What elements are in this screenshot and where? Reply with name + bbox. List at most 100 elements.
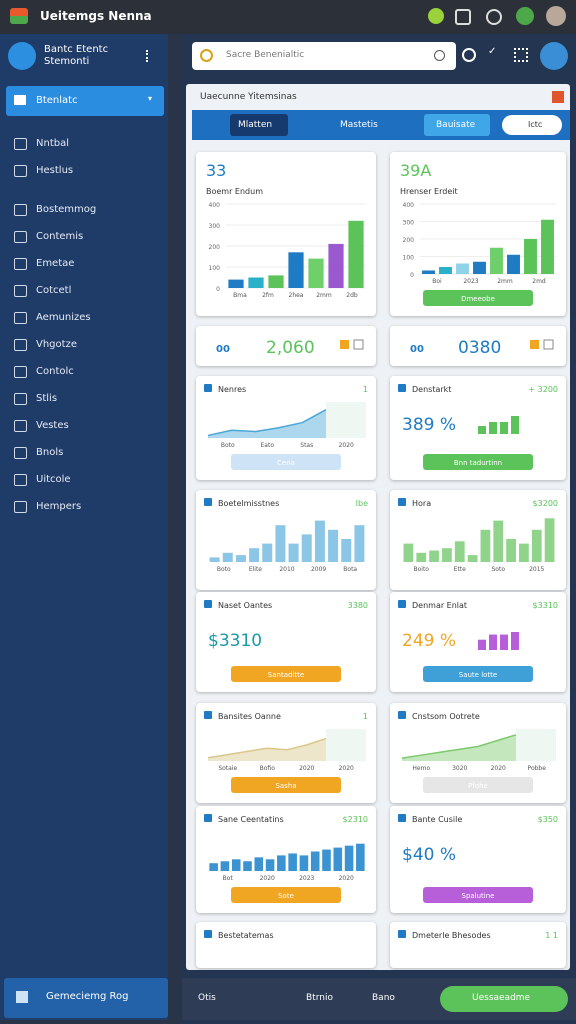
area	[208, 409, 326, 438]
bar	[490, 247, 503, 274]
x-tick-label: 2023	[299, 875, 314, 882]
line	[207, 409, 327, 437]
card: 39A Hrenser Erdeit Dmeeobe 0 100 200 300 400 Boi…	[390, 152, 566, 316]
tool-icon[interactable]	[455, 9, 471, 25]
card: Dmeterle Bhesodes 1 1	[390, 922, 566, 968]
info-icon[interactable]	[486, 9, 502, 25]
avatar[interactable]	[546, 6, 566, 26]
card-button[interactable]	[423, 290, 533, 306]
stat-value: 2,060	[266, 338, 315, 358]
card: Cnstsom Ootrete Pfohe Hemo 3020 2020 Pobbe	[390, 703, 566, 803]
menu-item[interactable]: Vestes	[36, 420, 69, 431]
card: Naset Oantes 3380 Santaditte $3310	[196, 592, 376, 692]
status-icon[interactable]	[428, 8, 444, 24]
bottom-item[interactable]: Otis	[198, 993, 216, 1003]
brand-logo	[8, 42, 36, 70]
button-label: Bnn tadurtinn	[454, 459, 502, 467]
card-corner: 3380	[348, 601, 368, 610]
card: Sane Ceentatins $2310 Sote Bot 2020 2023 2020	[196, 806, 376, 913]
card-button[interactable]	[231, 887, 341, 903]
menu-item[interactable]: Emetae	[36, 258, 75, 269]
card-corner: $3200	[533, 499, 558, 508]
search-box[interactable]: Sacre Benenialtic	[192, 42, 456, 70]
forecast-zone	[516, 729, 556, 761]
bar	[480, 529, 491, 562]
y-tick-label: 300	[209, 223, 221, 230]
menu-item[interactable]: Contolc	[36, 366, 74, 377]
menu-icon	[14, 138, 27, 150]
menu-item[interactable]: Cotcetl	[36, 285, 72, 296]
user-avatar[interactable]	[540, 42, 568, 70]
tab-highlight[interactable]	[424, 114, 490, 136]
chevron: ▾	[148, 94, 153, 103]
menu-item[interactable]: Hestlus	[36, 165, 74, 176]
active-menu-item[interactable]: Btenlatc ▾	[6, 86, 164, 116]
top-bar: Ueitemgs Nenna	[0, 0, 576, 34]
bar	[531, 529, 542, 562]
app-logo[interactable]	[10, 8, 28, 24]
bottom-item[interactable]: Uessaeadme	[472, 993, 531, 1003]
menu-item[interactable]: Stlis	[36, 393, 58, 404]
bottom-item[interactable]: Btrnio	[306, 993, 333, 1003]
menu-item[interactable]: Aemunizes	[36, 312, 91, 323]
menu-item[interactable]: Bnols	[36, 447, 64, 458]
menu-item[interactable]: Bostemmog	[36, 204, 97, 215]
x-tick-label: Bot	[223, 875, 234, 882]
mini-bar	[489, 634, 497, 650]
bar	[442, 548, 452, 562]
card-button[interactable]	[423, 777, 533, 793]
menu-icon	[14, 258, 27, 270]
bottom-item[interactable]: Bano	[372, 993, 395, 1003]
menu-icon	[14, 165, 27, 177]
x-tick-label: 2020	[339, 765, 354, 772]
menu-item[interactable]: Hempers	[36, 501, 82, 512]
tab-label[interactable]: Mastetis	[340, 120, 378, 130]
tab-active[interactable]	[230, 114, 288, 136]
card-button[interactable]	[423, 666, 533, 682]
action-button[interactable]	[502, 115, 562, 135]
card-corner: 1 1	[545, 931, 558, 940]
card-button[interactable]	[231, 454, 341, 470]
grid-button[interactable]	[514, 48, 528, 62]
bar	[262, 543, 273, 562]
card-button[interactable]	[231, 666, 341, 682]
card-button[interactable]	[423, 454, 533, 470]
x-tick-label: Sotaie	[218, 765, 237, 772]
stat-value: 0380	[458, 338, 501, 358]
sidebar-footer[interactable]: Gemeciemg Rog	[4, 978, 168, 1018]
stat-icon	[530, 340, 539, 349]
menu-item[interactable]: Nntbal	[36, 138, 69, 149]
card-graphic: Sane Ceentatins $2310 Sote Bot 2020 2023 2020	[204, 814, 368, 903]
menu-icon	[14, 501, 27, 513]
card-button[interactable]	[423, 887, 533, 903]
x-tick-label: 2020	[339, 442, 354, 449]
card-button[interactable]	[231, 777, 341, 793]
card-graphic: 39A Hrenser Erdeit Dmeeobe 0 100 200 300 400 Boi…	[400, 161, 556, 306]
y-tick-label: 400	[403, 202, 415, 209]
x-tick-label: 2009	[311, 566, 326, 573]
tab-label[interactable]: Mlatten	[238, 120, 273, 130]
search-button[interactable]	[462, 48, 476, 62]
bar	[222, 552, 233, 562]
menu-icon	[14, 393, 27, 405]
notify-icon[interactable]	[516, 7, 534, 25]
card-graphic: Naset Oantes 3380 Santaditte $3310	[204, 600, 368, 682]
menu-item[interactable]: Vhgotze	[36, 339, 77, 350]
x-tick-label: 2020	[260, 875, 275, 882]
x-tick-label: Ette	[454, 566, 466, 573]
card-graphic: 00 2,060	[216, 338, 364, 358]
tab-label[interactable]: Bauisate	[436, 120, 476, 130]
menu-item[interactable]: Contemis	[36, 231, 84, 242]
bar	[265, 859, 275, 871]
menu-toggle[interactable]	[146, 50, 154, 62]
close-icon[interactable]	[552, 91, 564, 103]
menu-icon	[14, 420, 27, 432]
confirm-button[interactable]: ✓	[488, 46, 497, 57]
menu-item[interactable]: Uitcole	[36, 474, 71, 485]
action-label[interactable]: Ictc	[528, 120, 543, 129]
content-panel: Uaecunne Yitemsinas Mlatten Mastetis Bau…	[186, 84, 570, 970]
x-tick-label: Eato	[261, 442, 275, 449]
card-corner: 1	[363, 385, 368, 394]
bar	[454, 541, 465, 562]
